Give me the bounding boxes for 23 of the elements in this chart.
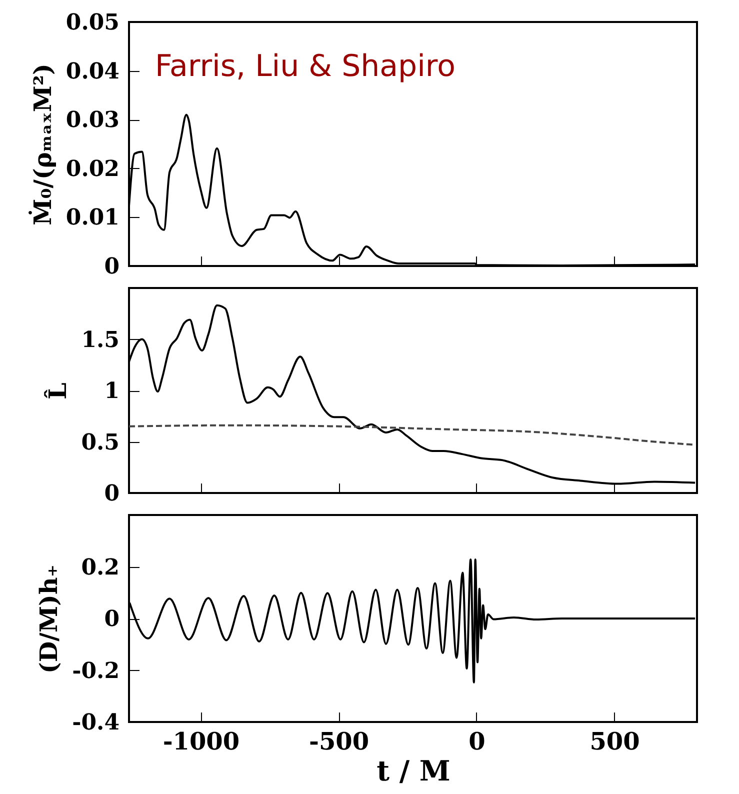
y-tick-label: 0 [104,480,120,506]
y-tick-label: 0.01 [66,204,120,231]
y-tick-label: -0.2 [72,658,120,684]
x-tick-label: 0 [468,726,486,756]
y-tick-label: 0.5 [81,429,120,456]
y-tick-label: 0.05 [66,10,120,36]
y-axis-title: (D/M)h₊ [34,564,64,674]
y-tick-label: 0 [104,254,120,280]
x-tick-label: -1000 [162,726,240,756]
y-tick-label: 0.04 [66,58,120,84]
y-tick-label: 1 [104,378,120,404]
annotation: Farris, Liu & Shapiro [155,49,456,84]
y-tick-label: 0.02 [66,156,120,182]
x-axis-title: t / M [376,754,450,788]
y-tick-label: 0.03 [66,107,120,134]
y-tick-label: 1.5 [81,326,120,353]
y-tick-label: 0 [104,606,120,632]
y-tick-label: 0.2 [81,554,120,580]
y-axis-title: L̂ [43,382,72,400]
x-tick-label: 500 [590,726,640,756]
x-tick-label: -500 [309,726,370,756]
y-tick-label: -0.4 [72,710,120,736]
y-axis-title: Ṁ₀/(ρₘₐₓM²) [28,64,57,226]
